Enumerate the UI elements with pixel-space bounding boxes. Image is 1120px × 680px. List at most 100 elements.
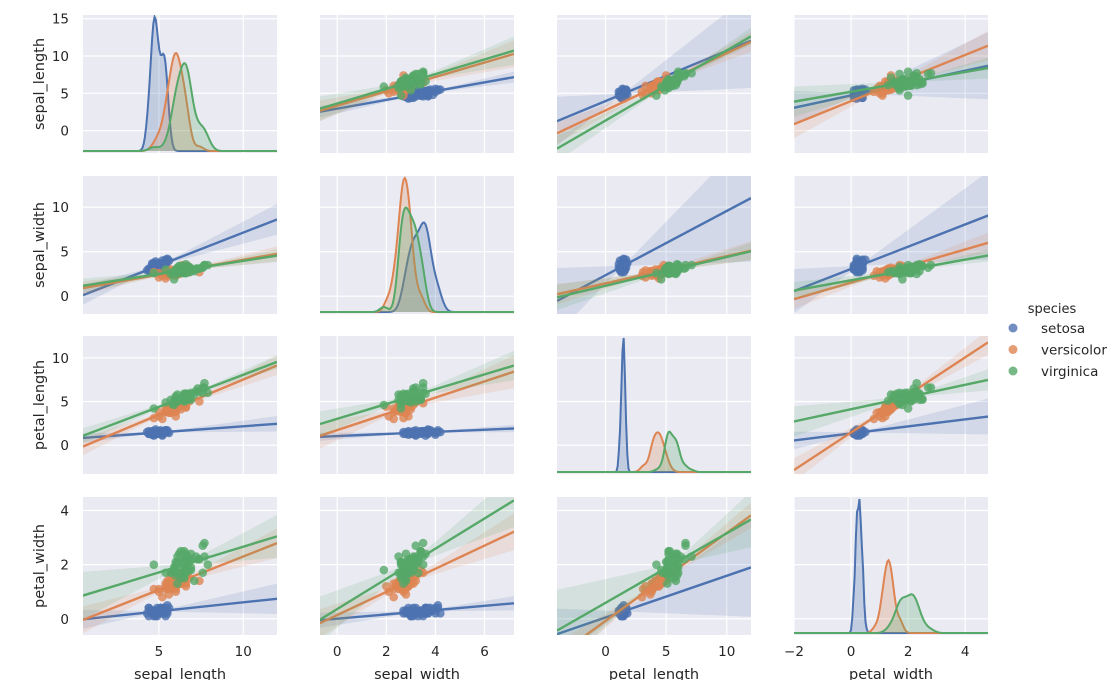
panel-petal_width-vs-sepal_length: 0 2 4 petal_width 5 10 sepal_length (32, 497, 277, 680)
legend-marker-setosa (1008, 323, 1018, 333)
y-tick-label: 0 (60, 124, 69, 140)
point-virginica (396, 391, 406, 400)
point-virginica (169, 274, 179, 284)
panel-marks (794, 30, 988, 139)
x-tick-label: 10 (718, 644, 735, 660)
panel-marks (794, 336, 988, 474)
regression-line-setosa (557, 197, 751, 302)
point-versicolor (646, 590, 655, 599)
regression-line-virginica (320, 49, 514, 110)
y-axis-label-sepal_length: sepal_length (32, 38, 48, 130)
point-virginica (173, 579, 182, 588)
point-setosa (163, 600, 172, 610)
point-virginica (401, 549, 411, 559)
x-axis-label-sepal_width: sepal_width (374, 667, 460, 680)
legend-title: species (1028, 302, 1077, 317)
point-virginica (198, 568, 208, 578)
point-virginica (416, 395, 425, 405)
panel-sepal_length-vs-sepal_width (320, 15, 514, 153)
x-tick-label: 0 (601, 644, 610, 660)
regression-line-virginica (557, 35, 751, 150)
point-virginica (416, 80, 425, 89)
regression-line-virginica (320, 499, 514, 621)
x-tick-label: 10 (235, 644, 252, 660)
panel-marks (557, 176, 751, 314)
panel-background (557, 336, 751, 474)
x-tick-label: 6 (480, 644, 489, 660)
panel-petal_width-vs-petal_length: 0 5 10 petal_length (557, 497, 751, 680)
kde-line-virginica (83, 62, 277, 152)
panel-marks (83, 15, 277, 152)
y-tick-label: 2 (60, 558, 69, 574)
ci-band-virginica (557, 497, 751, 635)
y-tick-label: 5 (60, 86, 69, 102)
panel-background (557, 176, 751, 314)
x-tick-label: 4 (431, 644, 440, 660)
y-tick-label: 10 (52, 200, 69, 216)
x-axis-label-petal_width: petal_width (849, 667, 933, 680)
y-tick-label: 15 (52, 12, 69, 28)
point-virginica (203, 560, 213, 569)
point-virginica (190, 576, 199, 586)
panel-marks (557, 337, 751, 473)
point-virginica (670, 573, 679, 583)
regression-line-virginica (320, 364, 514, 426)
panel-marks (83, 355, 277, 456)
regression-line-setosa (794, 415, 988, 442)
regression-line-setosa (557, 566, 751, 635)
point-virginica (895, 69, 904, 79)
point-virginica (915, 80, 924, 89)
regression-line-setosa (83, 597, 277, 621)
panel-marks (557, 497, 751, 635)
kde-fill-versicolor (794, 560, 988, 633)
legend-label-setosa: setosa (1041, 321, 1085, 337)
point-virginica (923, 383, 933, 392)
point-virginica (379, 565, 389, 575)
x-tick-label: −2 (784, 644, 804, 660)
x-axis-label-sepal_length: sepal_length (134, 667, 226, 680)
ci-band-setosa (83, 416, 277, 443)
y-axis-label-petal_width: petal_width (32, 524, 48, 608)
kde-line-virginica (557, 430, 751, 473)
panel-background (320, 176, 514, 314)
point-versicolor (389, 592, 398, 602)
point-virginica (179, 573, 189, 583)
y-tick-label: 0 (60, 438, 69, 454)
panel-marks (83, 204, 277, 305)
point-virginica (174, 261, 184, 271)
legend-marker-virginica (1008, 366, 1018, 376)
point-virginica (396, 91, 406, 100)
ci-band-setosa (557, 518, 751, 635)
panel-marks (794, 176, 988, 314)
legend-label-versicolor: versicolor (1041, 343, 1107, 359)
point-virginica (409, 565, 418, 575)
panel-marks (320, 350, 514, 449)
point-virginica (889, 391, 899, 400)
regression-line-virginica (794, 66, 988, 103)
point-virginica (174, 549, 184, 559)
point-virginica (418, 538, 428, 548)
point-setosa (147, 258, 157, 268)
point-versicolor (157, 414, 167, 424)
point-virginica (396, 404, 406, 413)
x-tick-label: 4 (961, 644, 970, 660)
y-tick-label: 5 (60, 395, 69, 411)
panel-background (83, 15, 277, 153)
point-virginica (672, 565, 682, 575)
panel-petal_length-vs-petal_width (793, 336, 988, 474)
regression-line-setosa (83, 422, 277, 440)
panel-sepal_width-vs-sepal_width (320, 176, 514, 314)
panel-marks (320, 36, 514, 122)
point-virginica (198, 541, 208, 551)
panel-marks (794, 498, 988, 634)
point-virginica (656, 274, 666, 284)
ci-band-setosa (557, 176, 751, 314)
kde-fill-setosa (320, 222, 514, 312)
regression-line-virginica (557, 250, 751, 299)
panel-petal_width-vs-sepal_width: 0 2 4 6 sepal_width (320, 497, 514, 680)
regression-line-versicolor (83, 364, 277, 448)
panel-background (83, 176, 277, 314)
regression-line-versicolor (794, 341, 988, 472)
